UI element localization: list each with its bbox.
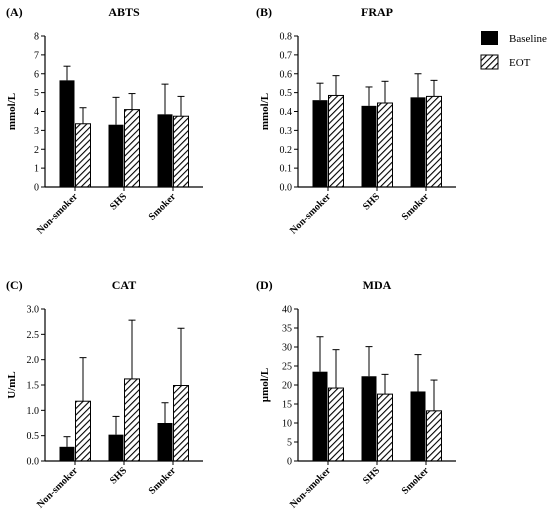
y-tick-label: 0.5: [27, 431, 40, 442]
y-axis-label: U/mL: [6, 371, 18, 399]
x-tick-label: SHS: [108, 465, 129, 486]
y-tick-label: 2: [34, 145, 39, 156]
bar-eot-smoker: [173, 385, 189, 462]
y-tick-label: 0.0: [27, 457, 40, 468]
y-axis-label: µmol/L: [259, 368, 271, 402]
bar-baseline-shs: [108, 124, 124, 187]
y-tick-label: 35: [282, 324, 292, 335]
y-tick-label: 15: [282, 400, 292, 411]
bar-baseline-shs: [361, 105, 377, 187]
panel-label: (B): [256, 5, 272, 19]
bar-baseline-smoker: [157, 114, 173, 187]
y-tick-label: 0: [34, 183, 39, 194]
bar-baseline-non-smoker: [59, 80, 75, 187]
bar-eot-non-smoker: [328, 94, 344, 188]
y-tick-label: 25: [282, 362, 292, 373]
panel-title: FRAP: [361, 5, 393, 19]
x-tick-label: Non-smoker: [288, 465, 333, 510]
x-tick-label: SHS: [108, 191, 129, 212]
x-tick-label: SHS: [361, 465, 382, 486]
y-tick-label: 20: [282, 381, 292, 392]
panel-label: (A): [6, 5, 23, 19]
legend-swatch-eot: [480, 54, 499, 70]
chart-panels: (A) ABTS 0 1 2 3 4 5 6 7 8 Non-smoker SHS Smoker mmol/…: [6, 5, 456, 510]
y-tick-label: 8: [34, 32, 39, 43]
y-tick-label: 10: [282, 419, 292, 430]
x-tick-label: Smoker: [400, 465, 432, 497]
bar-eot-smoker: [426, 410, 442, 462]
bar-eot-shs: [377, 102, 393, 188]
chart-panel-mda: (D) MDA 0 5 10 15 20 25 30 35 40 Non-smoker SHS Smoke…: [256, 278, 456, 510]
y-tick-label: 30: [282, 343, 292, 354]
bar-baseline-shs: [108, 434, 124, 461]
bar-baseline-non-smoker: [59, 446, 75, 461]
y-tick-label: 1: [34, 164, 39, 175]
y-tick-label: 1.5: [27, 381, 40, 392]
chart-panel-abts: (A) ABTS 0 1 2 3 4 5 6 7 8 Non-smoker SHS Smoker mmol/…: [6, 5, 203, 236]
y-tick-label: 0.2: [280, 145, 293, 156]
y-tick-label: 7: [34, 50, 39, 61]
legend-label-baseline: Baseline: [509, 33, 547, 45]
bar-baseline-shs: [361, 376, 377, 461]
panel-title: ABTS: [108, 5, 140, 19]
y-tick-label: 3: [34, 126, 39, 137]
bar-baseline-non-smoker: [312, 100, 328, 187]
bar-baseline-smoker: [410, 391, 426, 461]
y-tick-label: 5: [34, 88, 39, 99]
bar-eot-non-smoker: [75, 400, 91, 462]
bar-eot-non-smoker: [75, 123, 91, 188]
chart-legend: Baseline EOT: [480, 31, 547, 70]
y-tick-label: 0.4: [280, 107, 293, 118]
x-tick-label: Non-smoker: [35, 465, 80, 510]
y-tick-label: 0.6: [280, 69, 293, 80]
x-tick-label: SHS: [361, 191, 382, 212]
panel-title: MDA: [363, 278, 392, 292]
bar-baseline-non-smoker: [312, 371, 328, 461]
y-tick-label: 3.0: [27, 305, 40, 316]
bar-eot-smoker: [426, 95, 442, 188]
y-tick-label: 0.5: [280, 88, 293, 99]
legend-label-eot: EOT: [509, 57, 531, 69]
chart-panel-frap: (B) FRAP 0.0 0.1 0.2 0.3 0.4 0.5 0.6 0.7 0.8 Non-sm…: [256, 5, 456, 236]
chart-panel-cat: (C) CAT 0.0 0.5 1.0 1.5 2.0 2.5 3.0 Non-smoker SHS…: [6, 278, 203, 510]
y-tick-label: 0: [287, 457, 292, 468]
y-tick-label: 40: [282, 305, 292, 316]
y-tick-label: 1.0: [27, 406, 40, 417]
panel-label: (C): [6, 278, 23, 292]
panel-title: CAT: [112, 278, 136, 292]
bar-eot-non-smoker: [328, 387, 344, 462]
y-tick-label: 2.5: [27, 330, 40, 341]
y-tick-label: 5: [287, 438, 292, 449]
bar-eot-smoker: [173, 115, 189, 188]
x-tick-label: Non-smoker: [288, 191, 333, 236]
y-tick-label: 0.1: [280, 164, 293, 175]
x-tick-label: Smoker: [400, 191, 432, 223]
bar-eot-shs: [124, 109, 140, 188]
bar-baseline-smoker: [157, 423, 173, 461]
legend-swatch-baseline: [481, 31, 498, 45]
y-tick-label: 0.0: [280, 183, 293, 194]
y-axis-label: mmol/L: [6, 93, 18, 130]
bar-eot-shs: [377, 393, 393, 462]
y-tick-label: 2.0: [27, 355, 40, 366]
y-tick-label: 4: [34, 107, 39, 118]
y-axis-label: mmol/L: [259, 93, 271, 130]
y-tick-label: 6: [34, 69, 39, 80]
x-tick-label: Non-smoker: [35, 191, 80, 236]
y-tick-label: 0.8: [280, 32, 293, 43]
x-tick-label: Smoker: [147, 465, 179, 497]
panel-label: (D): [256, 278, 273, 292]
y-tick-label: 0.3: [280, 126, 293, 137]
x-tick-label: Smoker: [147, 191, 179, 223]
y-tick-label: 0.7: [280, 50, 293, 61]
bar-eot-shs: [124, 378, 140, 462]
bar-baseline-smoker: [410, 97, 426, 187]
